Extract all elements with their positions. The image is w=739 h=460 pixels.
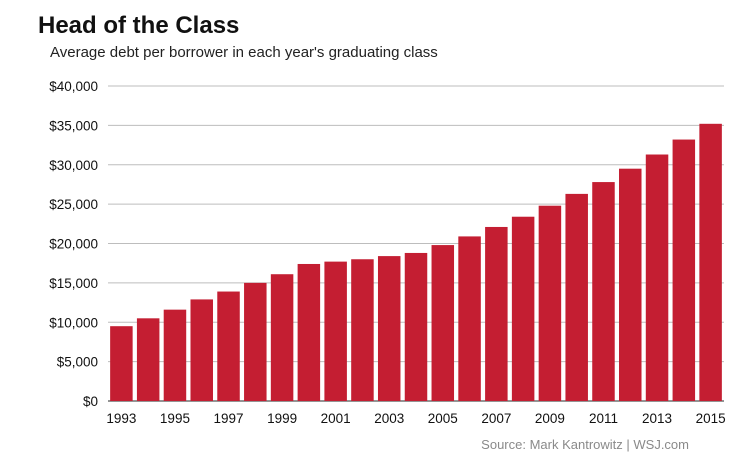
source-note: Source: Mark Kantrowitz | WSJ.com [481, 437, 689, 452]
x-tick-label: 2009 [535, 411, 565, 426]
x-tick-label: 2001 [321, 411, 351, 426]
y-tick-label: $20,000 [49, 237, 98, 252]
bar-2010 [565, 193, 588, 401]
bar-1995 [163, 309, 187, 401]
y-tick-label: $30,000 [49, 158, 98, 173]
bar-2006 [458, 236, 481, 401]
x-tick-label: 2013 [642, 411, 672, 426]
x-tick-label: 1993 [106, 411, 136, 426]
y-tick-label: $25,000 [49, 197, 98, 212]
x-tick-label: 2005 [428, 411, 458, 426]
bar-2007 [485, 226, 508, 401]
bar-1993 [110, 326, 133, 401]
bar-1998 [244, 282, 267, 401]
x-tick-label: 1999 [267, 411, 297, 426]
bar-1997 [217, 291, 240, 401]
bar-1999 [270, 274, 294, 401]
bar-2014 [672, 139, 696, 402]
y-axis-ticks: $0 $5,000 $10,000 $15,000 $20,000 $25,000 $30,… [49, 79, 98, 409]
x-tick-label: 2003 [374, 411, 404, 426]
chart-subtitle: Average debt per borrower in each year's… [50, 44, 438, 61]
bar-2001 [324, 261, 347, 401]
x-tick-label: 2007 [481, 411, 511, 426]
bar-2012 [619, 168, 642, 401]
x-axis-ticks: 1993 1995 1997 1999 2001 2003 2005 2007 2009 2011… [106, 411, 725, 426]
bar-2013 [645, 154, 669, 401]
bar-2000 [297, 263, 321, 401]
x-tick-label: 2015 [696, 411, 726, 426]
y-tick-label: $10,000 [49, 315, 98, 330]
bars [110, 123, 722, 402]
bar-1996 [190, 299, 213, 401]
y-tick-label: $35,000 [49, 118, 98, 133]
bar-2015 [699, 123, 722, 402]
chart-title: Head of the Class [38, 12, 240, 39]
y-tick-label: $40,000 [49, 79, 98, 94]
x-tick-label: 1997 [213, 411, 243, 426]
bar-2004 [404, 252, 428, 401]
bar-2008 [511, 216, 535, 401]
bar-2011 [592, 182, 615, 401]
y-tick-label: $5,000 [57, 355, 98, 370]
x-tick-label: 1995 [160, 411, 190, 426]
bar-2003 [377, 256, 401, 401]
bar-1994 [136, 318, 160, 401]
bar-2002 [351, 259, 374, 401]
x-tick-label: 2011 [589, 411, 618, 426]
y-tick-label: $15,000 [49, 276, 98, 291]
bar-2005 [431, 245, 455, 401]
y-tick-label: $0 [83, 394, 98, 409]
bar-2009 [538, 205, 562, 401]
